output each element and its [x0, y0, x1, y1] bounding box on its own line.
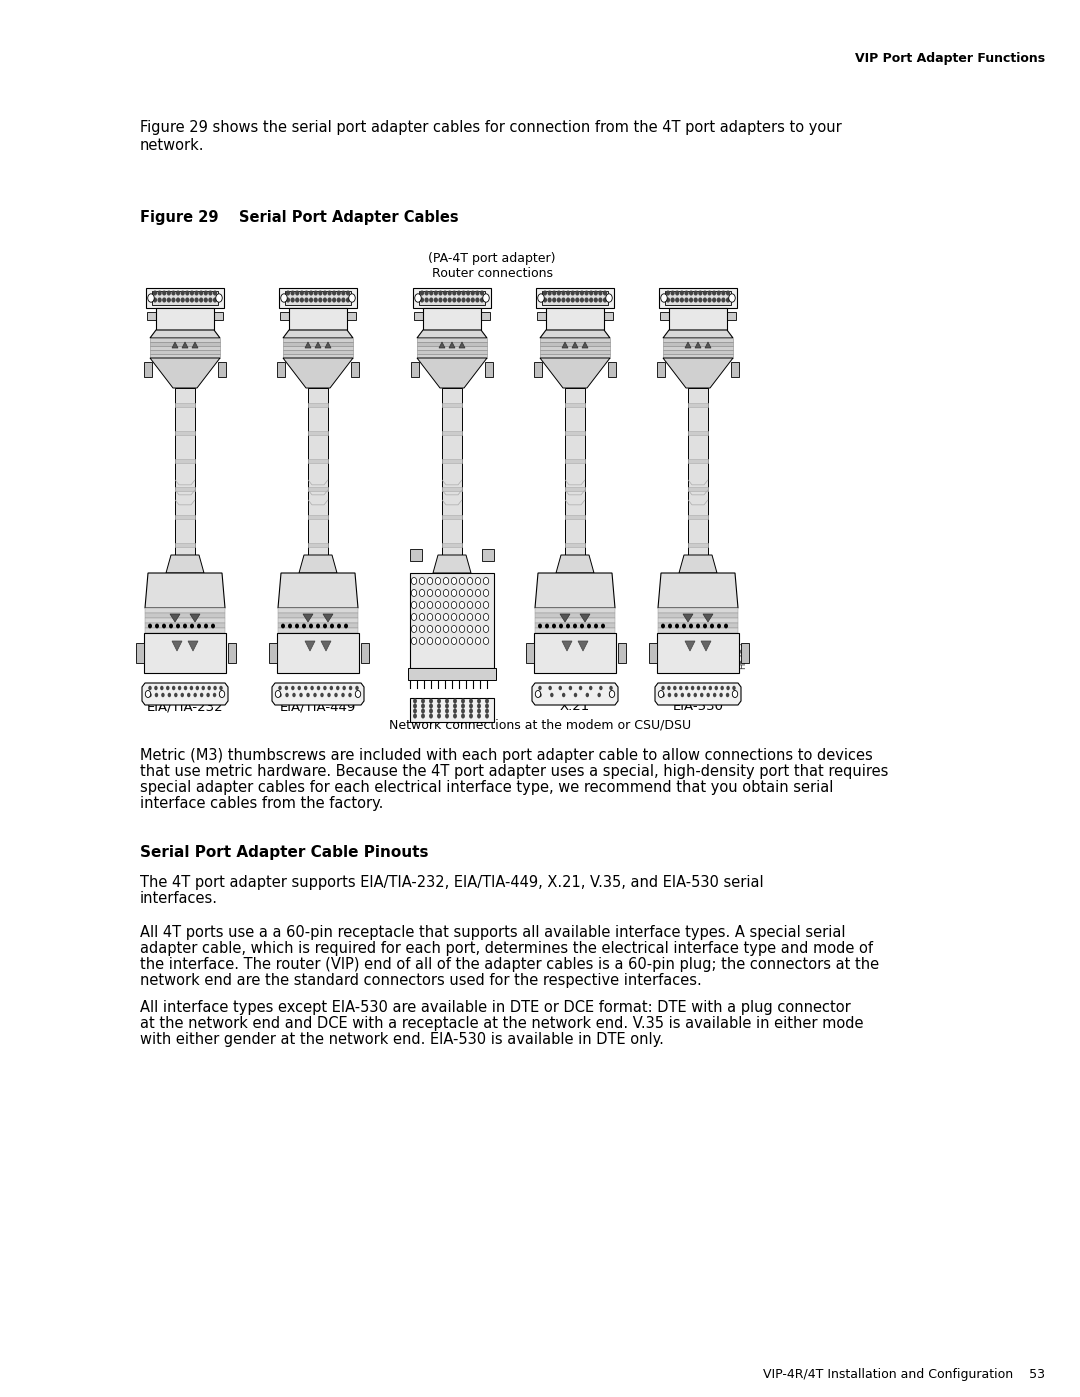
- Text: Network connections at the modem or CSU/DSU: Network connections at the modem or CSU/…: [389, 718, 691, 731]
- Text: with either gender at the network end. EIA-530 is available in DTE only.: with either gender at the network end. E…: [140, 1032, 664, 1046]
- Text: at the network end and DCE with a receptacle at the network end. V.35 is availab: at the network end and DCE with a recept…: [140, 1016, 864, 1031]
- Text: Router connections: Router connections: [432, 267, 553, 279]
- Text: interface cables from the factory.: interface cables from the factory.: [140, 796, 383, 812]
- Text: adapter cable, which is required for each port, determines the electrical interf: adapter cable, which is required for eac…: [140, 942, 873, 956]
- Text: Serial Port Adapter Cable Pinouts: Serial Port Adapter Cable Pinouts: [140, 845, 429, 861]
- Text: special adapter cables for each electrical interface type, we recommend that you: special adapter cables for each electric…: [140, 780, 834, 795]
- Text: (PA-4T port adapter): (PA-4T port adapter): [429, 251, 556, 265]
- Text: network end are the standard connectors used for the respective interfaces.: network end are the standard connectors …: [140, 972, 702, 988]
- Text: EIA/TIA-232: EIA/TIA-232: [147, 700, 224, 712]
- Text: interfaces.: interfaces.: [140, 891, 218, 907]
- Text: All interface types except EIA-530 are available in DTE or DCE format: DTE with : All interface types except EIA-530 are a…: [140, 1000, 851, 1016]
- Text: The 4T port adapter supports EIA/TIA-232, EIA/TIA-449, X.21, V.35, and EIA-530 s: The 4T port adapter supports EIA/TIA-232…: [140, 875, 764, 890]
- Text: EIA/TIA-449: EIA/TIA-449: [280, 700, 356, 712]
- Text: Metric (M3) thumbscrews are included with each port adapter cable to allow conne: Metric (M3) thumbscrews are included wit…: [140, 747, 873, 763]
- Text: the interface. The router (VIP) end of all of the adapter cables is a 60-pin plu: the interface. The router (VIP) end of a…: [140, 957, 879, 972]
- Text: that use metric hardware. Because the 4T port adapter uses a special, high-densi: that use metric hardware. Because the 4T…: [140, 764, 889, 780]
- Text: VIP Port Adapter Functions: VIP Port Adapter Functions: [855, 52, 1045, 66]
- Text: V.35: V.35: [437, 700, 467, 712]
- Text: Figure 29    Serial Port Adapter Cables: Figure 29 Serial Port Adapter Cables: [140, 210, 459, 225]
- Text: VIP-4R/4T Installation and Configuration    53: VIP-4R/4T Installation and Configuration…: [762, 1368, 1045, 1382]
- Text: All 4T ports use a a 60-pin receptacle that supports all available interface typ: All 4T ports use a a 60-pin receptacle t…: [140, 925, 846, 940]
- Text: network.: network.: [140, 138, 204, 154]
- Text: H5763: H5763: [738, 641, 747, 669]
- Text: EIA-530: EIA-530: [673, 700, 724, 712]
- Text: Figure 29 shows the serial port adapter cables for connection from the 4T port a: Figure 29 shows the serial port adapter …: [140, 120, 841, 136]
- Text: X.21: X.21: [559, 700, 590, 712]
